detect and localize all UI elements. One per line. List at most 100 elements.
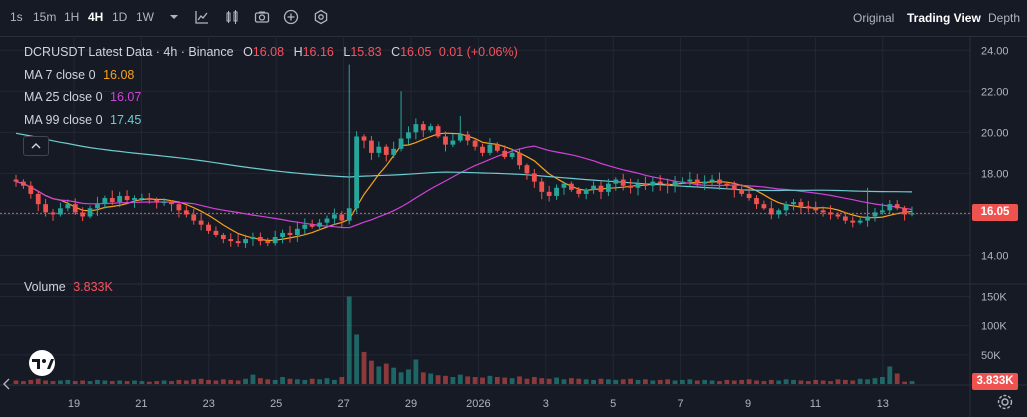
candle-body[interactable] xyxy=(235,241,241,244)
candle-body[interactable] xyxy=(191,214,197,221)
interval-1h[interactable]: 1H xyxy=(64,10,80,24)
candle-body[interactable] xyxy=(309,224,315,227)
candle-body[interactable] xyxy=(798,202,804,207)
candle-body[interactable] xyxy=(746,193,752,199)
candle-body[interactable] xyxy=(894,204,900,209)
candle-body[interactable] xyxy=(43,204,49,213)
candle-body[interactable] xyxy=(783,204,789,211)
candle-body[interactable] xyxy=(35,193,41,205)
candle-body[interactable] xyxy=(406,132,411,139)
candle-body[interactable] xyxy=(65,204,71,209)
candle-body[interactable] xyxy=(583,189,589,194)
candle-body[interactable] xyxy=(413,124,419,133)
candle-body[interactable] xyxy=(450,140,456,145)
candle-body[interactable] xyxy=(332,214,337,219)
candle-body[interactable] xyxy=(657,181,663,184)
candle-body[interactable] xyxy=(28,185,34,194)
candle-body[interactable] xyxy=(257,237,263,242)
candle-body[interactable] xyxy=(346,208,352,221)
interval-15m[interactable]: 15m xyxy=(33,10,57,24)
candle-body[interactable] xyxy=(665,183,671,186)
view-original[interactable]: Original xyxy=(853,11,895,25)
candle-body[interactable] xyxy=(369,140,374,153)
candle-body[interactable] xyxy=(761,204,767,209)
candle-body[interactable] xyxy=(487,144,493,153)
candle-body[interactable] xyxy=(865,216,870,221)
candle-body[interactable] xyxy=(509,152,515,157)
candle-body[interactable] xyxy=(354,136,360,209)
candle-body[interactable] xyxy=(709,179,715,182)
candle-body[interactable] xyxy=(531,173,537,182)
candle-body[interactable] xyxy=(820,210,826,213)
candle-body[interactable] xyxy=(909,213,915,215)
camera-icon[interactable] xyxy=(254,9,270,25)
candle-body[interactable] xyxy=(443,136,448,145)
candle-body[interactable] xyxy=(161,202,167,204)
view-depth[interactable]: Depth xyxy=(988,11,1021,25)
candle-body[interactable] xyxy=(428,126,434,131)
candle-body[interactable] xyxy=(591,185,596,190)
candle-body[interactable] xyxy=(650,181,656,186)
candle-body[interactable] xyxy=(420,124,426,131)
candle-body[interactable] xyxy=(176,204,182,211)
candle-body[interactable] xyxy=(739,189,745,194)
candle-body[interactable] xyxy=(502,150,508,157)
candle-body[interactable] xyxy=(546,191,552,196)
candle-body[interactable] xyxy=(87,208,93,217)
candle-body[interactable] xyxy=(680,181,685,183)
settings-hex-icon[interactable] xyxy=(313,9,329,25)
candle-body[interactable] xyxy=(58,208,63,215)
candle-body[interactable] xyxy=(265,241,271,244)
candle-body[interactable] xyxy=(169,202,174,205)
candle-body[interactable] xyxy=(605,183,611,192)
candle-body[interactable] xyxy=(872,212,878,217)
candle-body[interactable] xyxy=(198,220,204,225)
candle-body[interactable] xyxy=(768,208,774,215)
candle-body[interactable] xyxy=(791,202,796,205)
candle-body[interactable] xyxy=(702,181,708,184)
candle-body[interactable] xyxy=(383,146,389,155)
candle-body[interactable] xyxy=(220,234,226,240)
candle-body[interactable] xyxy=(598,185,604,192)
candle-body[interactable] xyxy=(805,206,811,209)
indicators-icon[interactable] xyxy=(194,9,210,25)
candle-body[interactable] xyxy=(21,181,26,186)
candle-body[interactable] xyxy=(517,152,522,166)
candle-body[interactable] xyxy=(643,183,648,186)
candle-body[interactable] xyxy=(391,148,397,155)
candle-body[interactable] xyxy=(687,179,693,182)
view-trading-view[interactable]: Trading View xyxy=(907,11,981,25)
candle-body[interactable] xyxy=(472,140,478,147)
candle-body[interactable] xyxy=(72,204,78,213)
candle-body[interactable] xyxy=(280,232,285,238)
candle-body[interactable] xyxy=(465,134,471,141)
tradingview-logo-icon[interactable] xyxy=(25,350,59,376)
candle-body[interactable] xyxy=(480,146,485,153)
candles-icon[interactable] xyxy=(224,9,240,25)
candle-body[interactable] xyxy=(635,183,641,188)
candle-body[interactable] xyxy=(146,198,152,201)
candle-body[interactable] xyxy=(620,179,626,186)
candle-body[interactable] xyxy=(376,146,382,153)
candle-body[interactable] xyxy=(117,195,123,203)
candle-body[interactable] xyxy=(628,185,634,188)
candle-body[interactable] xyxy=(250,237,256,240)
candle-body[interactable] xyxy=(228,239,234,242)
candle-body[interactable] xyxy=(539,181,545,192)
candle-body[interactable] xyxy=(287,232,293,235)
candle-body[interactable] xyxy=(576,189,582,194)
candle-body[interactable] xyxy=(102,198,108,205)
candle-body[interactable] xyxy=(324,218,330,223)
candle-body[interactable] xyxy=(694,179,700,184)
ma25-legend[interactable]: MA 25 close 0 16.07 xyxy=(24,90,141,104)
candle-body[interactable] xyxy=(828,212,833,215)
candle-body[interactable] xyxy=(109,198,115,203)
candle-body[interactable] xyxy=(776,210,782,215)
candle-body[interactable] xyxy=(731,185,737,190)
candle-body[interactable] xyxy=(813,208,819,211)
candle-body[interactable] xyxy=(317,222,323,227)
candle-body[interactable] xyxy=(568,183,574,190)
candle-body[interactable] xyxy=(717,179,722,184)
candle-body[interactable] xyxy=(243,239,248,244)
